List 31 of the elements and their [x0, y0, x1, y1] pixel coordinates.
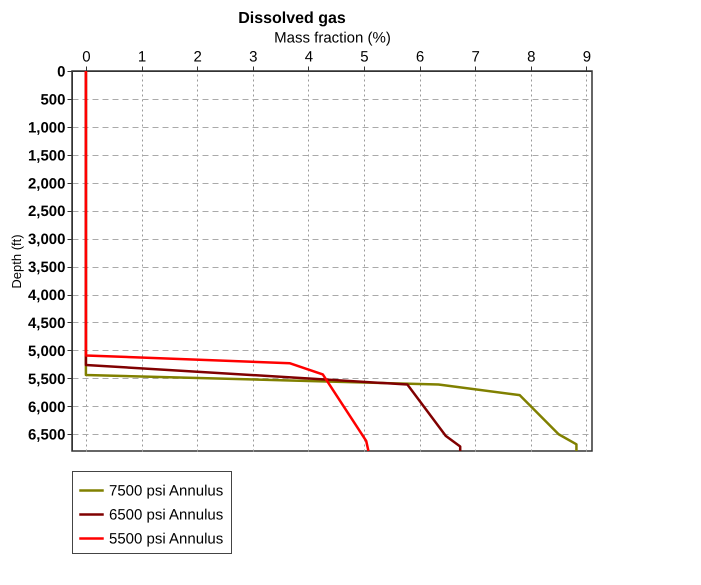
legend-label: 6500 psi Annulus [109, 506, 224, 524]
x-tick-label: 3 [249, 48, 258, 66]
x-tick-label: 9 [582, 48, 592, 66]
x-tick-label: 2 [193, 48, 202, 66]
x-tick-label: 0 [82, 48, 91, 66]
y-tick-label: 0 [57, 64, 66, 80]
x-tick-label: 6 [416, 48, 424, 66]
y-tick-label: 3,500 [28, 259, 66, 276]
y-tick-label: 4,000 [28, 287, 66, 304]
y-tick-label: 2,500 [28, 203, 66, 220]
y-tick-label: 1,000 [28, 119, 66, 136]
x-axis-title: Mass fraction (%) [274, 30, 391, 46]
y-tick-label: 4,500 [28, 314, 66, 332]
chart-title: Dissolved gas [238, 10, 346, 27]
x-tick-label: 8 [527, 48, 536, 66]
y-tick-label: 6,000 [28, 398, 66, 416]
y-tick-label: 6,500 [28, 426, 66, 444]
y-axis-title: Depth (ft) [8, 234, 24, 289]
x-tick-label: 4 [304, 48, 314, 66]
y-tick-label: 2,000 [28, 175, 66, 192]
line-series [84, 70, 370, 452]
y-tick-label: 5,000 [28, 342, 66, 360]
y-tick-label: 500 [40, 91, 66, 108]
legend-label: 5500 psi Annulus [109, 530, 224, 548]
y-tick-label: 1,500 [28, 147, 66, 164]
x-tick-label: 7 [472, 48, 480, 66]
x-tick-label: 5 [360, 48, 369, 66]
legend-label: 7500 psi Annulus [109, 482, 224, 500]
x-tick-label: 1 [138, 48, 146, 66]
y-tick-label: 3,000 [28, 231, 66, 248]
y-tick-label: 5,500 [28, 370, 66, 388]
